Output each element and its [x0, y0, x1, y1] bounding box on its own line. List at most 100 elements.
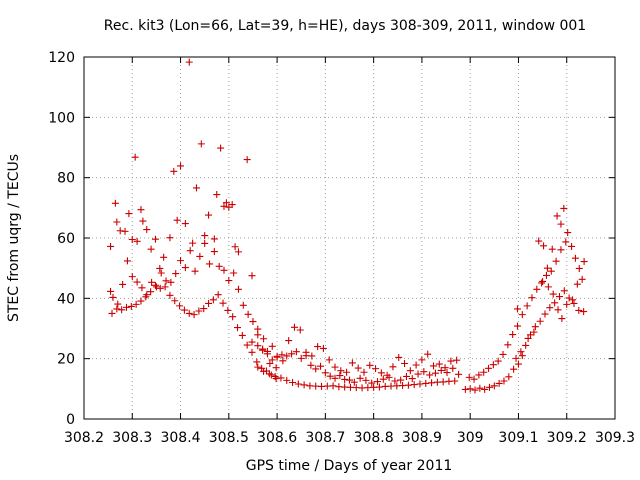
data-point — [544, 283, 552, 291]
data-point — [171, 297, 179, 305]
data-point — [116, 227, 124, 235]
data-point — [249, 318, 257, 326]
data-point — [296, 326, 304, 334]
data-point — [244, 310, 252, 318]
data-point — [319, 344, 327, 352]
data-point — [219, 299, 227, 307]
data-point — [209, 296, 217, 304]
data-point — [555, 293, 563, 301]
x-tick-label: 308.2 — [64, 430, 104, 446]
data-point — [336, 372, 344, 380]
data-point — [254, 325, 262, 333]
data-point — [549, 290, 557, 298]
data-point — [260, 367, 268, 375]
data-point — [570, 299, 578, 307]
data-point — [147, 245, 155, 253]
data-point — [354, 364, 362, 372]
data-point — [412, 361, 420, 369]
data-point — [200, 305, 208, 313]
data-point — [228, 201, 236, 209]
data-point — [302, 348, 310, 356]
data-point — [389, 363, 397, 371]
data-point — [254, 363, 262, 371]
data-point — [243, 156, 251, 164]
data-point — [133, 237, 141, 245]
data-point — [465, 373, 473, 381]
data-point — [341, 375, 349, 383]
data-point — [337, 367, 345, 375]
data-point — [437, 366, 445, 374]
data-point — [128, 273, 136, 281]
data-point — [513, 322, 521, 330]
data-point — [268, 356, 276, 364]
data-point — [431, 369, 439, 377]
y-tick-label: 100 — [48, 110, 75, 126]
data-point — [238, 331, 246, 339]
data-point — [429, 362, 437, 370]
data-point — [542, 271, 550, 279]
y-axis-ticks: 0 20 40 60 80 100 120 — [48, 50, 615, 428]
data-point — [108, 309, 116, 317]
data-point — [122, 303, 130, 311]
data-point — [197, 140, 205, 148]
data-point — [253, 358, 261, 366]
data-point — [260, 335, 268, 343]
data-point — [524, 334, 532, 342]
data-point — [297, 354, 305, 362]
data-point — [557, 246, 565, 254]
x-tick-label: 308.6 — [257, 430, 297, 446]
data-point — [160, 253, 168, 261]
data-point — [490, 382, 498, 390]
data-point — [514, 360, 522, 368]
data-point — [307, 361, 315, 369]
data-point — [234, 324, 242, 332]
data-point — [575, 306, 583, 314]
data-point — [268, 342, 276, 350]
data-point — [119, 280, 127, 288]
data-point — [172, 270, 180, 278]
data-point — [580, 308, 588, 316]
x-tick-label: 309.2 — [547, 430, 587, 446]
data-point — [504, 341, 512, 349]
data-point — [157, 269, 165, 277]
data-point — [248, 272, 256, 280]
data-point — [565, 294, 573, 302]
data-point — [230, 269, 238, 277]
data-point — [107, 287, 115, 295]
data-point — [416, 380, 424, 388]
data-point — [428, 379, 436, 387]
y-tick-label: 0 — [66, 412, 75, 428]
data-point — [259, 345, 267, 353]
data-point — [156, 284, 164, 292]
data-point — [547, 267, 555, 275]
data-point — [408, 375, 416, 383]
data-point — [528, 294, 536, 302]
data-point — [127, 302, 135, 310]
data-point — [518, 311, 526, 319]
data-point — [500, 377, 508, 385]
data-point — [426, 371, 434, 379]
data-point — [449, 364, 457, 372]
data-point — [290, 323, 298, 331]
data-point — [447, 357, 455, 365]
data-point — [214, 291, 222, 299]
data-point — [418, 356, 426, 364]
data-point — [312, 365, 320, 373]
data-point — [148, 278, 156, 286]
data-point — [137, 297, 145, 305]
data-point — [176, 302, 184, 310]
data-point — [541, 310, 549, 318]
x-tick-label: 308.8 — [354, 430, 394, 446]
data-point — [121, 227, 129, 235]
data-point — [289, 378, 297, 386]
data-point — [285, 337, 293, 345]
x-tick-label: 308.4 — [160, 430, 200, 446]
data-point — [137, 206, 145, 214]
chart-title: Rec. kit3 (Lon=66, Lat=39, h=HE), days 3… — [104, 18, 586, 34]
data-point — [125, 210, 133, 218]
data-point — [461, 385, 469, 393]
data-point — [489, 361, 497, 369]
data-point — [366, 361, 374, 369]
data-point — [138, 284, 146, 292]
data-point — [346, 376, 353, 384]
